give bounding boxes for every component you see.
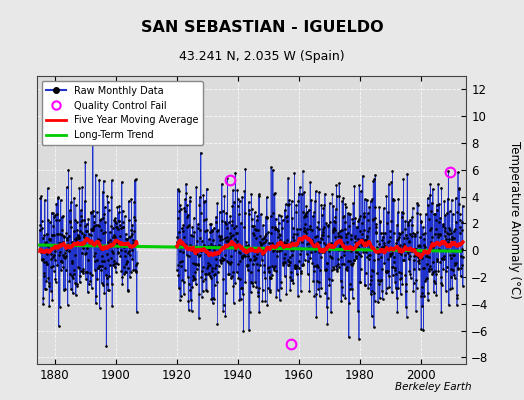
Text: SAN SEBASTIAN - IGUELDO: SAN SEBASTIAN - IGUELDO — [140, 20, 384, 35]
Legend: Raw Monthly Data, Quality Control Fail, Five Year Moving Average, Long-Term Tren: Raw Monthly Data, Quality Control Fail, … — [41, 81, 203, 145]
Y-axis label: Temperature Anomaly (°C): Temperature Anomaly (°C) — [508, 141, 521, 299]
Text: 43.241 N, 2.035 W (Spain): 43.241 N, 2.035 W (Spain) — [179, 50, 345, 63]
Text: Berkeley Earth: Berkeley Earth — [395, 382, 472, 392]
